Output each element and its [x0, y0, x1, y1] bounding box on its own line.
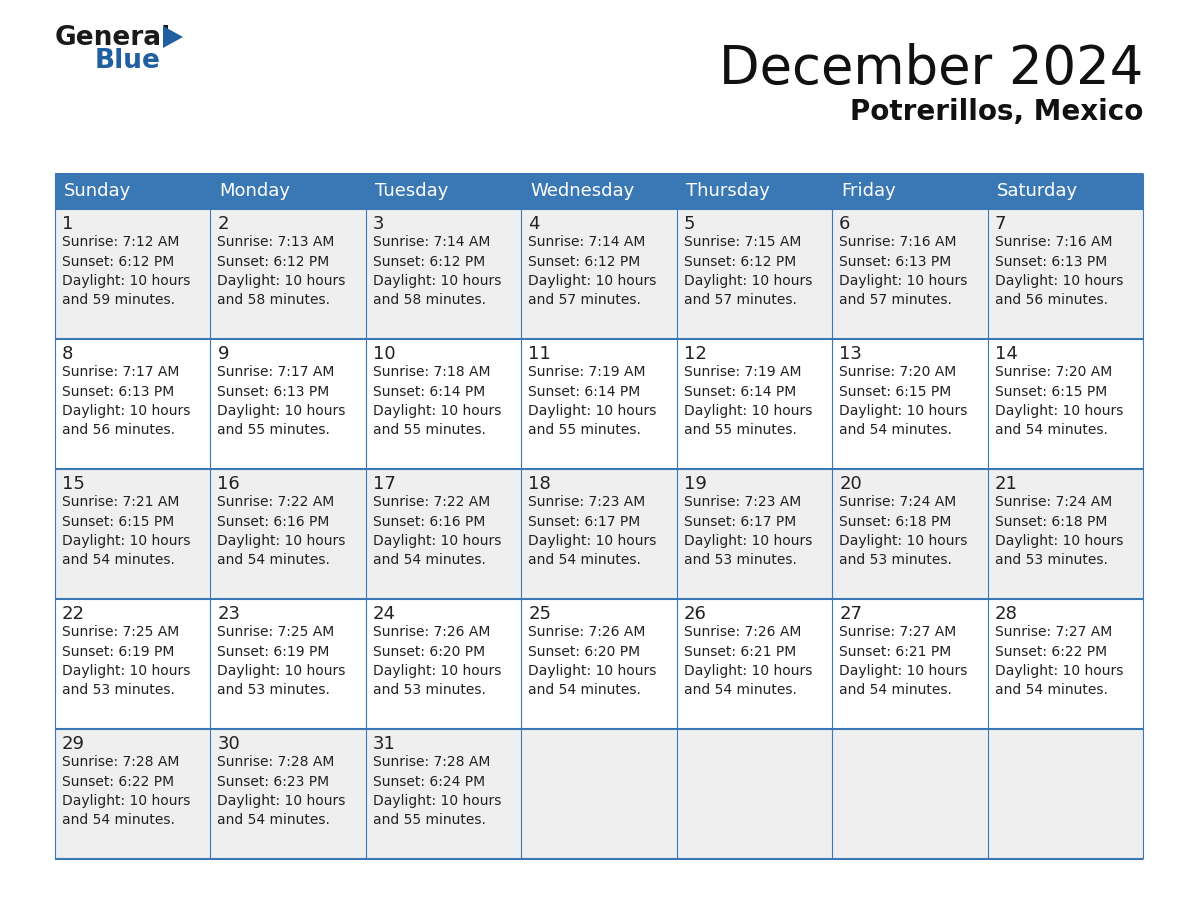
Text: Sunrise: 7:28 AM
Sunset: 6:22 PM
Daylight: 10 hours
and 54 minutes.: Sunrise: 7:28 AM Sunset: 6:22 PM Dayligh… [62, 755, 190, 827]
Text: 1: 1 [62, 215, 74, 233]
Bar [55, 339, 1143, 469]
Text: Wednesday: Wednesday [530, 182, 634, 200]
Text: Sunrise: 7:17 AM
Sunset: 6:13 PM
Daylight: 10 hours
and 55 minutes.: Sunrise: 7:17 AM Sunset: 6:13 PM Dayligh… [217, 365, 346, 438]
Text: Sunrise: 7:15 AM
Sunset: 6:12 PM
Daylight: 10 hours
and 57 minutes.: Sunrise: 7:15 AM Sunset: 6:12 PM Dayligh… [684, 235, 813, 308]
Text: 3: 3 [373, 215, 385, 233]
Text: Sunrise: 7:16 AM
Sunset: 6:13 PM
Daylight: 10 hours
and 57 minutes.: Sunrise: 7:16 AM Sunset: 6:13 PM Dayligh… [839, 235, 967, 308]
Text: 19: 19 [684, 475, 707, 493]
Text: 24: 24 [373, 605, 396, 623]
Text: Sunrise: 7:20 AM
Sunset: 6:15 PM
Daylight: 10 hours
and 54 minutes.: Sunrise: 7:20 AM Sunset: 6:15 PM Dayligh… [994, 365, 1123, 438]
Text: Sunrise: 7:22 AM
Sunset: 6:16 PM
Daylight: 10 hours
and 54 minutes.: Sunrise: 7:22 AM Sunset: 6:16 PM Dayligh… [217, 495, 346, 567]
Text: Sunrise: 7:19 AM
Sunset: 6:14 PM
Daylight: 10 hours
and 55 minutes.: Sunrise: 7:19 AM Sunset: 6:14 PM Dayligh… [684, 365, 813, 438]
Text: 22: 22 [62, 605, 86, 623]
Text: 11: 11 [529, 345, 551, 363]
Text: 28: 28 [994, 605, 1017, 623]
Text: Monday: Monday [220, 182, 290, 200]
Text: 30: 30 [217, 735, 240, 753]
Bar [55, 209, 1143, 339]
Text: Sunrise: 7:12 AM
Sunset: 6:12 PM
Daylight: 10 hours
and 59 minutes.: Sunrise: 7:12 AM Sunset: 6:12 PM Dayligh… [62, 235, 190, 308]
Text: 21: 21 [994, 475, 1017, 493]
Bar [55, 729, 1143, 859]
Text: December 2024: December 2024 [719, 43, 1143, 95]
Text: 17: 17 [373, 475, 396, 493]
Bar [55, 173, 1143, 209]
Text: Sunrise: 7:28 AM
Sunset: 6:23 PM
Daylight: 10 hours
and 54 minutes.: Sunrise: 7:28 AM Sunset: 6:23 PM Dayligh… [217, 755, 346, 827]
Text: Sunrise: 7:28 AM
Sunset: 6:24 PM
Daylight: 10 hours
and 55 minutes.: Sunrise: 7:28 AM Sunset: 6:24 PM Dayligh… [373, 755, 501, 827]
Text: 2: 2 [217, 215, 229, 233]
Text: 27: 27 [839, 605, 862, 623]
Text: Blue: Blue [95, 48, 160, 74]
Text: 29: 29 [62, 735, 86, 753]
Text: 26: 26 [684, 605, 707, 623]
Text: Sunrise: 7:18 AM
Sunset: 6:14 PM
Daylight: 10 hours
and 55 minutes.: Sunrise: 7:18 AM Sunset: 6:14 PM Dayligh… [373, 365, 501, 438]
Text: 20: 20 [839, 475, 861, 493]
Text: Saturday: Saturday [997, 182, 1078, 200]
Text: 13: 13 [839, 345, 862, 363]
Text: 6: 6 [839, 215, 851, 233]
Text: General: General [55, 25, 171, 51]
Text: Sunrise: 7:25 AM
Sunset: 6:19 PM
Daylight: 10 hours
and 53 minutes.: Sunrise: 7:25 AM Sunset: 6:19 PM Dayligh… [217, 625, 346, 698]
Text: 18: 18 [529, 475, 551, 493]
Text: Sunrise: 7:26 AM
Sunset: 6:20 PM
Daylight: 10 hours
and 53 minutes.: Sunrise: 7:26 AM Sunset: 6:20 PM Dayligh… [373, 625, 501, 698]
Text: Sunrise: 7:16 AM
Sunset: 6:13 PM
Daylight: 10 hours
and 56 minutes.: Sunrise: 7:16 AM Sunset: 6:13 PM Dayligh… [994, 235, 1123, 308]
Text: 12: 12 [684, 345, 707, 363]
Text: Sunrise: 7:21 AM
Sunset: 6:15 PM
Daylight: 10 hours
and 54 minutes.: Sunrise: 7:21 AM Sunset: 6:15 PM Dayligh… [62, 495, 190, 567]
Text: Thursday: Thursday [685, 182, 770, 200]
Text: 7: 7 [994, 215, 1006, 233]
Text: Sunrise: 7:22 AM
Sunset: 6:16 PM
Daylight: 10 hours
and 54 minutes.: Sunrise: 7:22 AM Sunset: 6:16 PM Dayligh… [373, 495, 501, 567]
Text: 4: 4 [529, 215, 539, 233]
Text: 5: 5 [684, 215, 695, 233]
Text: Sunrise: 7:24 AM
Sunset: 6:18 PM
Daylight: 10 hours
and 53 minutes.: Sunrise: 7:24 AM Sunset: 6:18 PM Dayligh… [839, 495, 967, 567]
Text: 16: 16 [217, 475, 240, 493]
Text: Sunrise: 7:26 AM
Sunset: 6:21 PM
Daylight: 10 hours
and 54 minutes.: Sunrise: 7:26 AM Sunset: 6:21 PM Dayligh… [684, 625, 813, 698]
Text: Potrerillos, Mexico: Potrerillos, Mexico [849, 98, 1143, 126]
Text: Sunrise: 7:24 AM
Sunset: 6:18 PM
Daylight: 10 hours
and 53 minutes.: Sunrise: 7:24 AM Sunset: 6:18 PM Dayligh… [994, 495, 1123, 567]
Text: 25: 25 [529, 605, 551, 623]
Text: 23: 23 [217, 605, 240, 623]
Text: Sunrise: 7:26 AM
Sunset: 6:20 PM
Daylight: 10 hours
and 54 minutes.: Sunrise: 7:26 AM Sunset: 6:20 PM Dayligh… [529, 625, 657, 698]
Text: 8: 8 [62, 345, 74, 363]
Text: Sunrise: 7:27 AM
Sunset: 6:21 PM
Daylight: 10 hours
and 54 minutes.: Sunrise: 7:27 AM Sunset: 6:21 PM Dayligh… [839, 625, 967, 698]
Text: Sunday: Sunday [64, 182, 131, 200]
Text: Sunrise: 7:14 AM
Sunset: 6:12 PM
Daylight: 10 hours
and 58 minutes.: Sunrise: 7:14 AM Sunset: 6:12 PM Dayligh… [373, 235, 501, 308]
Text: Tuesday: Tuesday [375, 182, 448, 200]
Text: 14: 14 [994, 345, 1017, 363]
Text: Sunrise: 7:25 AM
Sunset: 6:19 PM
Daylight: 10 hours
and 53 minutes.: Sunrise: 7:25 AM Sunset: 6:19 PM Dayligh… [62, 625, 190, 698]
Text: Friday: Friday [841, 182, 896, 200]
Bar [55, 469, 1143, 599]
Text: Sunrise: 7:23 AM
Sunset: 6:17 PM
Daylight: 10 hours
and 54 minutes.: Sunrise: 7:23 AM Sunset: 6:17 PM Dayligh… [529, 495, 657, 567]
Text: Sunrise: 7:20 AM
Sunset: 6:15 PM
Daylight: 10 hours
and 54 minutes.: Sunrise: 7:20 AM Sunset: 6:15 PM Dayligh… [839, 365, 967, 438]
Text: Sunrise: 7:13 AM
Sunset: 6:12 PM
Daylight: 10 hours
and 58 minutes.: Sunrise: 7:13 AM Sunset: 6:12 PM Dayligh… [217, 235, 346, 308]
Text: Sunrise: 7:14 AM
Sunset: 6:12 PM
Daylight: 10 hours
and 57 minutes.: Sunrise: 7:14 AM Sunset: 6:12 PM Dayligh… [529, 235, 657, 308]
Text: 10: 10 [373, 345, 396, 363]
Polygon shape [163, 26, 183, 48]
Text: 9: 9 [217, 345, 229, 363]
Text: Sunrise: 7:17 AM
Sunset: 6:13 PM
Daylight: 10 hours
and 56 minutes.: Sunrise: 7:17 AM Sunset: 6:13 PM Dayligh… [62, 365, 190, 438]
Text: 31: 31 [373, 735, 396, 753]
Text: Sunrise: 7:23 AM
Sunset: 6:17 PM
Daylight: 10 hours
and 53 minutes.: Sunrise: 7:23 AM Sunset: 6:17 PM Dayligh… [684, 495, 813, 567]
Text: Sunrise: 7:19 AM
Sunset: 6:14 PM
Daylight: 10 hours
and 55 minutes.: Sunrise: 7:19 AM Sunset: 6:14 PM Dayligh… [529, 365, 657, 438]
Text: Sunrise: 7:27 AM
Sunset: 6:22 PM
Daylight: 10 hours
and 54 minutes.: Sunrise: 7:27 AM Sunset: 6:22 PM Dayligh… [994, 625, 1123, 698]
Text: 15: 15 [62, 475, 84, 493]
Bar [55, 599, 1143, 729]
